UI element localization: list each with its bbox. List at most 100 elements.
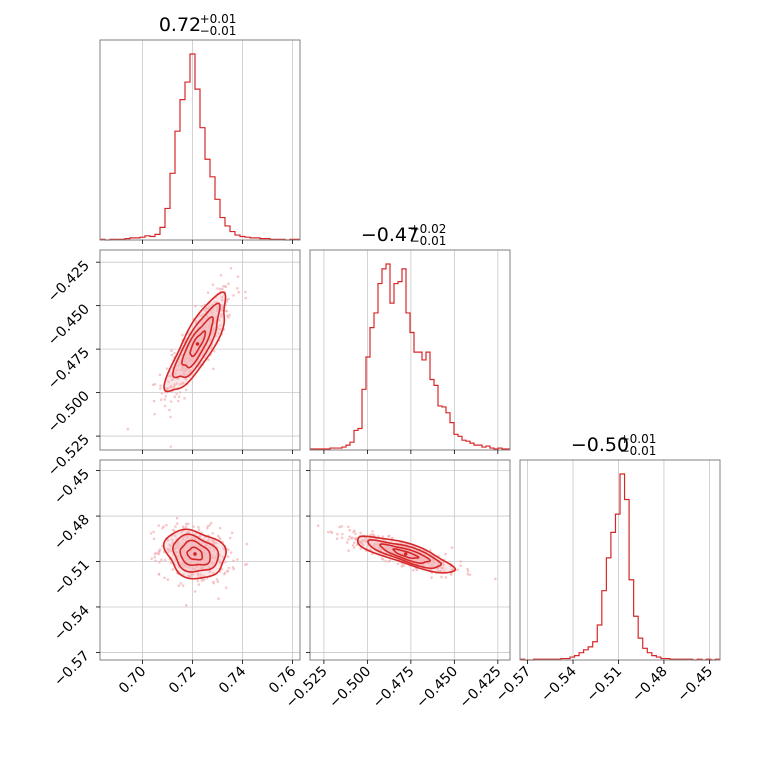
sample-point — [169, 544, 172, 547]
panel-frame — [309, 249, 511, 451]
sample-point — [348, 528, 352, 532]
sample-point — [173, 395, 177, 399]
sample-point — [160, 558, 163, 562]
sample-point — [354, 532, 357, 536]
sample-point — [169, 549, 173, 553]
title-lower-error-1: −0.01 — [410, 234, 447, 248]
sample-point — [351, 544, 355, 547]
marginal-title-2: −0.50 — [571, 434, 629, 456]
panel-frame — [99, 459, 301, 661]
sample-point — [396, 562, 400, 566]
sample-point — [456, 568, 459, 572]
x-tick-label: 0.70 — [116, 664, 149, 697]
sample-point — [198, 534, 202, 537]
sample-point — [353, 541, 356, 545]
sample-point — [175, 516, 179, 520]
sample-point — [184, 603, 188, 607]
sample-point — [149, 532, 153, 535]
sample-point — [232, 567, 236, 571]
sample-point — [441, 561, 445, 564]
sample-point — [181, 584, 185, 587]
y-tick-label: −0.425 — [45, 258, 93, 306]
sample-point — [220, 315, 223, 319]
sample-point — [175, 382, 179, 385]
sample-point — [169, 445, 173, 448]
sample-point — [441, 566, 445, 570]
sample-point — [430, 576, 433, 579]
sample-point — [226, 314, 229, 318]
sample-point — [220, 298, 224, 302]
sample-point — [166, 386, 169, 390]
sample-point — [229, 266, 233, 270]
sample-point — [388, 559, 392, 562]
pair-panel-1-2: −0.525−0.500−0.475−0.450−0.425 — [283, 459, 511, 712]
sample-point — [166, 547, 170, 551]
sample-point — [168, 408, 171, 412]
sample-point — [211, 531, 214, 535]
sample-point — [381, 558, 385, 561]
sample-point — [449, 573, 453, 576]
x-tick-label: −0.475 — [370, 664, 418, 712]
peak-marker — [403, 552, 408, 556]
sample-point — [179, 383, 182, 386]
marginal-panel-1: −0.47+0.02−0.01 — [309, 222, 511, 454]
pair-panel-0-2: 0.70 0.72 0.74 0.76−0.57−0.54−0.51−0.48−0.4… — [51, 459, 301, 697]
marginal-panel-0: 0.72+0.01−0.01 — [99, 12, 301, 244]
sample-point — [450, 546, 454, 549]
sample-point — [212, 580, 215, 584]
sample-point — [202, 578, 206, 582]
panel-frame — [309, 459, 511, 661]
histogram-step-0 — [100, 53, 300, 241]
sample-point — [169, 400, 173, 403]
sample-point — [230, 531, 234, 535]
sample-point — [163, 404, 167, 408]
sample-point — [174, 525, 177, 528]
sample-point — [157, 524, 161, 527]
sample-point — [350, 537, 353, 540]
sample-point — [245, 542, 249, 546]
sample-point — [381, 535, 385, 538]
sample-point — [206, 291, 210, 294]
sample-point — [152, 537, 156, 541]
sample-point — [237, 290, 240, 294]
sample-point — [345, 541, 349, 544]
sample-point — [184, 377, 188, 381]
sample-point — [178, 391, 182, 394]
sample-point — [369, 533, 373, 537]
sample-point — [227, 566, 231, 570]
sample-point — [171, 568, 175, 571]
sample-point — [152, 530, 155, 534]
sample-point — [442, 563, 445, 567]
sample-point — [227, 548, 230, 552]
sample-point — [177, 395, 181, 398]
sample-point — [173, 351, 176, 355]
sample-point — [205, 307, 209, 310]
sample-point — [209, 521, 213, 525]
sample-point — [371, 533, 375, 536]
sample-point — [181, 381, 185, 385]
pair-content — [149, 516, 249, 607]
sample-point — [227, 282, 230, 286]
sample-point — [236, 287, 239, 290]
sample-point — [163, 398, 167, 401]
sample-point — [208, 570, 212, 573]
y-tick-label: −0.500 — [45, 388, 93, 436]
sample-point — [210, 538, 214, 542]
sample-point — [154, 559, 157, 563]
sample-point — [199, 314, 203, 318]
sample-point — [440, 575, 443, 579]
sample-point — [223, 571, 227, 575]
sample-point — [225, 300, 229, 303]
sample-point — [192, 525, 195, 528]
sample-point — [169, 384, 173, 388]
sample-point — [181, 333, 184, 337]
sample-point — [213, 541, 216, 544]
sample-point — [212, 367, 215, 371]
sample-point — [150, 557, 153, 561]
sample-point — [171, 541, 174, 545]
sample-point — [384, 559, 387, 563]
sample-point — [415, 568, 419, 572]
sample-point — [188, 574, 191, 577]
peak-marker — [195, 342, 200, 346]
sample-point — [236, 275, 240, 278]
